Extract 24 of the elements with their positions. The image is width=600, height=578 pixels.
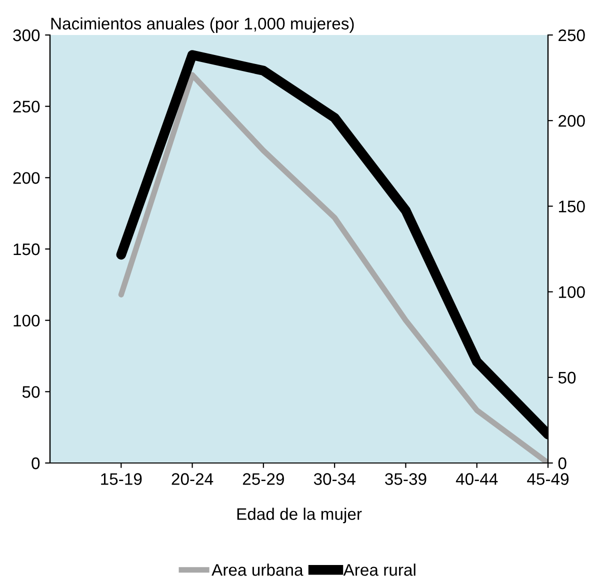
y-tick-label: 100 <box>14 314 40 327</box>
y2-tick-label: 200 <box>558 115 585 127</box>
y-tick-label: 0 <box>32 457 40 470</box>
y2-tick-label: 50 <box>558 372 576 384</box>
x-tick-label: 45-49 <box>527 473 569 485</box>
legend-label: Area urbana <box>212 564 304 576</box>
x-tick-label: 40-44 <box>456 473 498 485</box>
y-tick-label: 50 <box>22 386 40 398</box>
y-tick-label: 200 <box>13 172 40 184</box>
y2-tick-label: 0 <box>558 457 566 470</box>
y-tick-label: 150 <box>14 243 40 256</box>
y-tick-label: 250 <box>13 100 40 113</box>
y-tick-label: 300 <box>13 29 40 42</box>
legend-label: Area rural <box>343 564 416 576</box>
x-tick-label: 20-24 <box>172 473 214 485</box>
y2-tick-label: 150 <box>558 200 585 212</box>
x-tick-label: 30-34 <box>314 473 356 485</box>
x-tick-label: 35-39 <box>385 473 426 485</box>
y-axis-title: Nacimientos anuales (por 1,000 mujeres) <box>51 17 354 33</box>
y2-tick-label: 250 <box>558 29 585 42</box>
x-axis-title: Edad de la mujer <box>237 508 362 524</box>
x-tick-label: 15-19 <box>101 473 142 485</box>
y2-tick-label: 100 <box>558 286 585 298</box>
x-tick-label: 25-29 <box>242 473 284 485</box>
